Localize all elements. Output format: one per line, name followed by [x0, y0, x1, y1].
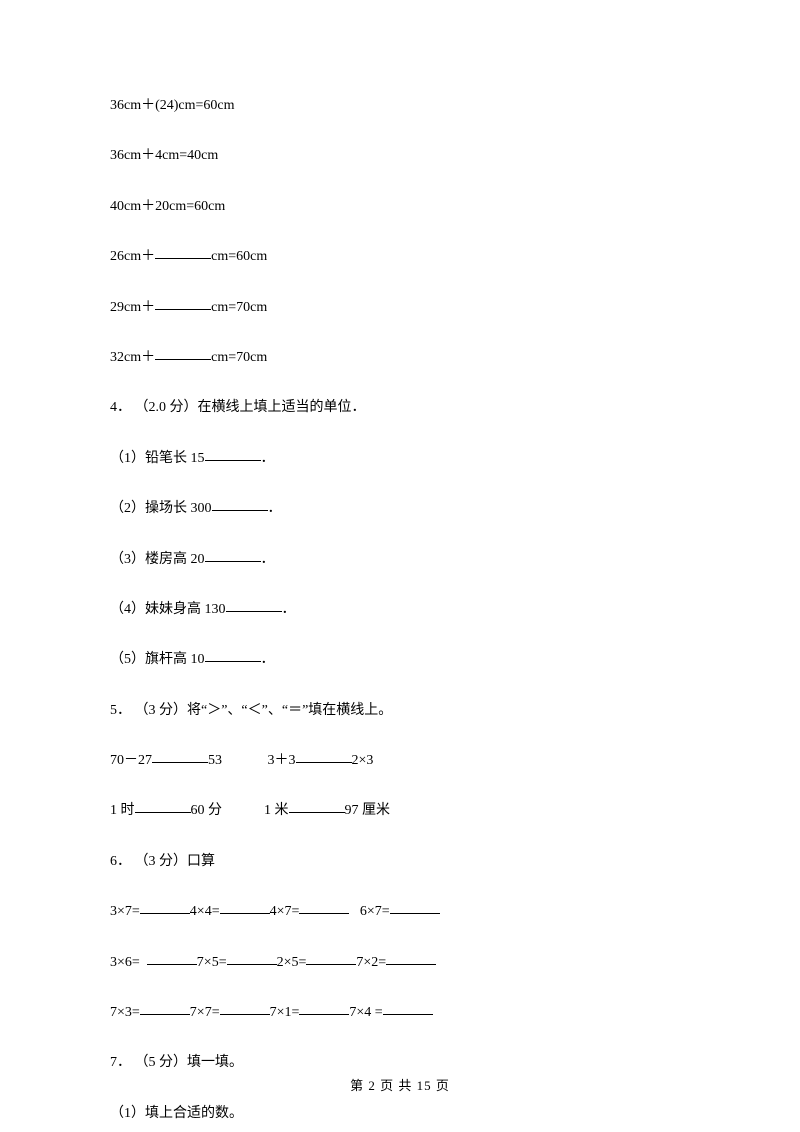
text-line: 40cm＋20cm=60cm [110, 196, 690, 218]
comparison-row: 70－27 53 3＋3 2×3 [110, 750, 690, 772]
sub-question: （3）楼房高 20 ． [110, 549, 690, 571]
fill-blank[interactable] [220, 1001, 270, 1015]
text: 2×3 [352, 753, 374, 768]
fill-blank[interactable] [140, 900, 190, 914]
fill-blank[interactable] [205, 648, 261, 662]
fill-blank[interactable] [299, 1001, 349, 1015]
text: ． [261, 652, 275, 667]
text: 5． （3 分）将“＞”、“＜”、“＝”填在横线上。 [110, 703, 392, 718]
text: 60 分 1 米 [191, 803, 289, 818]
text: 6． （3 分）口算 [110, 854, 215, 869]
text-line: 36cm＋4cm=40cm [110, 145, 690, 167]
sub-question: （4）妹妹身高 130 ． [110, 599, 690, 621]
text: 3×7= [110, 904, 140, 919]
text: 7×3= [110, 1005, 140, 1020]
text: （1）铅笔长 15 [110, 451, 205, 466]
fill-blank[interactable] [289, 799, 345, 813]
fill-blank[interactable] [390, 900, 440, 914]
fill-blank[interactable] [299, 900, 349, 914]
text: 4×7= [270, 904, 300, 919]
text: （4）妹妹身高 130 [110, 602, 226, 617]
text: 36cm＋4cm=40cm [110, 148, 218, 163]
text: 36cm＋(24)cm=60cm [110, 98, 235, 113]
text: 4． （2.0 分）在横线上填上适当的单位． [110, 400, 366, 415]
text: 6×7= [349, 904, 389, 919]
text: 40cm＋20cm=60cm [110, 199, 225, 214]
text: 3×6= [110, 955, 147, 970]
fill-blank[interactable] [296, 749, 352, 763]
text: ． [282, 602, 296, 617]
fill-blank[interactable] [155, 245, 211, 259]
fill-blank[interactable] [152, 749, 208, 763]
text: 1 时 [110, 803, 135, 818]
text: （1）填上合适的数。 [110, 1106, 243, 1121]
text: ． [268, 501, 282, 516]
fill-blank[interactable] [386, 951, 436, 965]
page-footer: 第 2 页 共 15 页 [0, 1075, 800, 1094]
text-line: 26cm＋ cm=60cm [110, 246, 690, 268]
text: （2）操场长 300 [110, 501, 212, 516]
sub-question: （1）填上合适的数。 [110, 1103, 690, 1125]
text: 97 厘米 [345, 803, 391, 818]
calc-row: 7×3= 7×7= 7×1= 7×4 = [110, 1002, 690, 1024]
text: ． [261, 451, 275, 466]
text: 4×4= [190, 904, 220, 919]
fill-blank[interactable] [220, 900, 270, 914]
page-number: 第 2 页 共 15 页 [350, 1078, 450, 1093]
text-line: 29cm＋ cm=70cm [110, 297, 690, 319]
fill-blank[interactable] [147, 951, 197, 965]
text: 26cm＋ [110, 249, 155, 264]
text: （3）楼房高 20 [110, 552, 205, 567]
text: cm=70cm [211, 350, 267, 365]
text: cm=60cm [211, 249, 267, 264]
calc-row: 3×7= 4×4= 4×7= 6×7= [110, 901, 690, 923]
sub-question: （1）铅笔长 15 ． [110, 448, 690, 470]
fill-blank[interactable] [212, 497, 268, 511]
question-heading: 4． （2.0 分）在横线上填上适当的单位． [110, 397, 690, 419]
fill-blank[interactable] [155, 346, 211, 360]
question-heading: 7． （5 分）填一填。 [110, 1052, 690, 1074]
text: 32cm＋ [110, 350, 155, 365]
text: 7×5= [197, 955, 227, 970]
text: 7×4 = [349, 1005, 382, 1020]
text: cm=70cm [211, 300, 267, 315]
fill-blank[interactable] [205, 548, 261, 562]
fill-blank[interactable] [306, 951, 356, 965]
fill-blank[interactable] [383, 1001, 433, 1015]
text-line: 32cm＋ cm=70cm [110, 347, 690, 369]
fill-blank[interactable] [135, 799, 191, 813]
text: 29cm＋ [110, 300, 155, 315]
text: 53 3＋3 [208, 753, 296, 768]
question-heading: 5． （3 分）将“＞”、“＜”、“＝”填在横线上。 [110, 700, 690, 722]
document-page: 36cm＋(24)cm=60cm 36cm＋4cm=40cm 40cm＋20cm… [0, 0, 800, 1125]
sub-question: （2）操场长 300 ． [110, 498, 690, 520]
text: 2×5= [277, 955, 307, 970]
comparison-row: 1 时 60 分 1 米 97 厘米 [110, 800, 690, 822]
fill-blank[interactable] [226, 598, 282, 612]
fill-blank[interactable] [227, 951, 277, 965]
text: ． [261, 552, 275, 567]
text: 7×7= [190, 1005, 220, 1020]
text: 7． （5 分）填一填。 [110, 1055, 243, 1070]
sub-question: （5）旗杆高 10 ． [110, 649, 690, 671]
fill-blank[interactable] [205, 447, 261, 461]
text: 70－27 [110, 753, 152, 768]
text: 7×1= [270, 1005, 300, 1020]
fill-blank[interactable] [140, 1001, 190, 1015]
text-line: 36cm＋(24)cm=60cm [110, 95, 690, 117]
question-heading: 6． （3 分）口算 [110, 851, 690, 873]
calc-row: 3×6= 7×5= 2×5= 7×2= [110, 952, 690, 974]
fill-blank[interactable] [155, 296, 211, 310]
text: 7×2= [356, 955, 386, 970]
text: （5）旗杆高 10 [110, 652, 205, 667]
